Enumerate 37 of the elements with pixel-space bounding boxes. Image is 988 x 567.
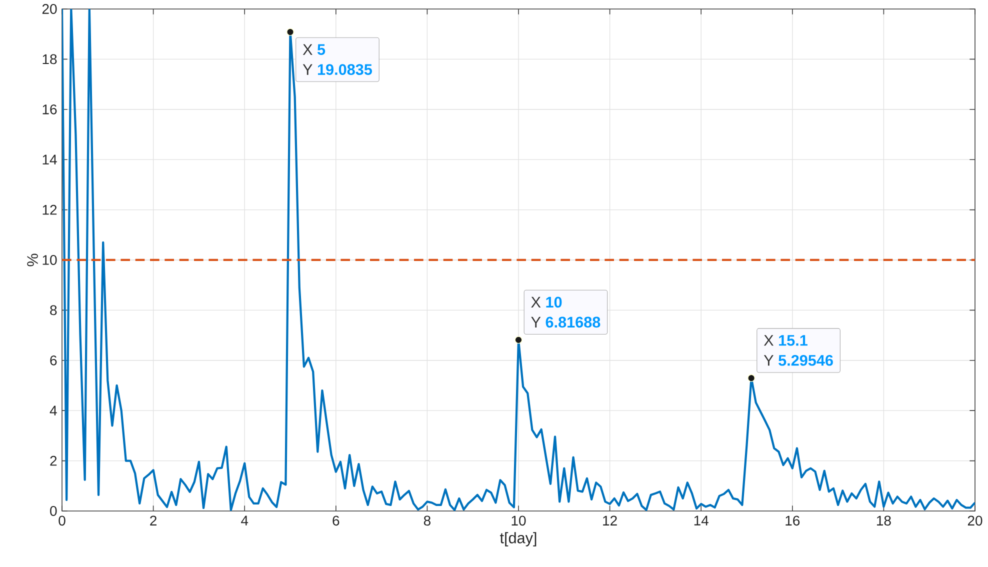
- x-tick-label: 12: [603, 516, 617, 526]
- annotation: 5: [317, 44, 326, 55]
- annotation: X: [302, 44, 312, 55]
- x-tick-label: 16: [786, 516, 800, 526]
- x-tick-label: 6: [332, 516, 340, 526]
- x-tick-label: 0: [58, 516, 66, 526]
- y-tick-label: 12: [42, 204, 57, 215]
- x-tick-label: 20: [968, 516, 982, 526]
- y-tick-label: 14: [42, 154, 57, 164]
- x-axis-title: t[day]: [500, 532, 536, 546]
- annotation: X: [764, 335, 774, 346]
- y-tick-label: 6: [50, 355, 57, 366]
- x-tick-label: 8: [424, 516, 430, 526]
- y-tick-label: 10: [42, 255, 57, 265]
- y-tick-label: 16: [42, 104, 57, 114]
- y-tick-label: 20: [42, 4, 57, 14]
- annotation: Y: [302, 64, 312, 75]
- line-series: [62, 8, 975, 511]
- annotation: Y: [764, 355, 774, 366]
- x-tick-label: 10: [512, 516, 526, 526]
- x-tick-label: 14: [694, 516, 708, 526]
- x-tick-label: 18: [876, 516, 891, 526]
- y-axis-title: %: [27, 254, 38, 266]
- annotation: Y: [531, 316, 541, 328]
- annotation: 10: [546, 296, 562, 308]
- annotation: 6.81688: [546, 316, 600, 328]
- annotation: 5.29546: [778, 354, 833, 366]
- y-tick-label: 2: [50, 456, 57, 466]
- y-tick-label: 18: [42, 54, 57, 64]
- y-tick-label: 0: [50, 506, 57, 516]
- annotation: X: [531, 296, 541, 308]
- annotation: 15.1: [779, 335, 808, 346]
- x-tick-label: 2: [150, 516, 156, 526]
- y-tick-label: 8: [50, 305, 57, 316]
- x-tick-label: 4: [241, 516, 248, 526]
- y-tick-label: 4: [50, 406, 57, 416]
- annotation: 19.0835: [318, 64, 372, 75]
